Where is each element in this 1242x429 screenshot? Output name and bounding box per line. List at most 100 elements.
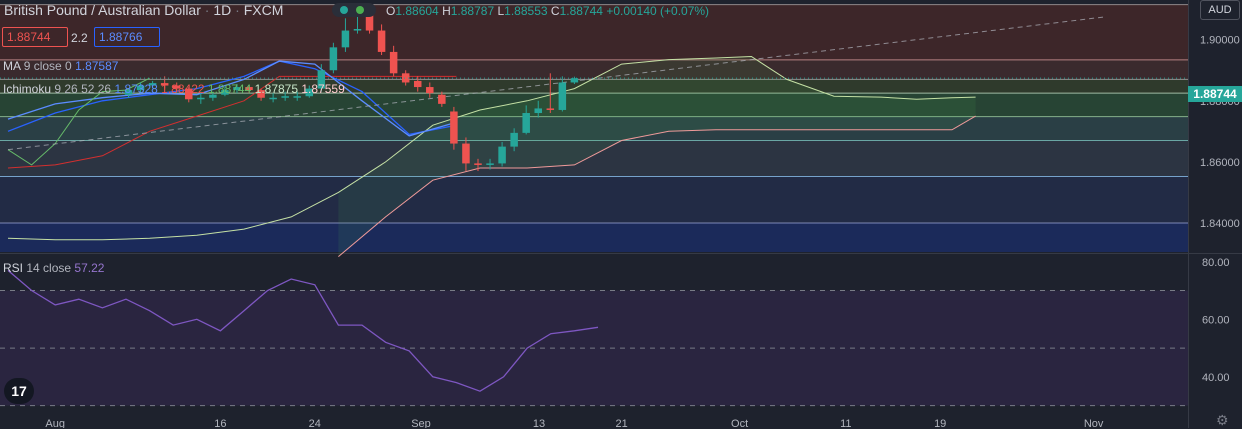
candle-body	[341, 30, 350, 48]
spread-value: 2.2	[71, 31, 88, 45]
candle-body	[353, 29, 362, 31]
candle-body	[172, 85, 181, 89]
candle-body	[197, 97, 205, 100]
rsi-line	[7, 269, 599, 392]
candle-body	[377, 30, 386, 52]
currency-selector[interactable]: AUD	[1200, 0, 1240, 20]
last-price-label: 1.88744	[1188, 86, 1242, 102]
interval-label[interactable]: 1D	[213, 2, 232, 18]
candle-body	[534, 108, 542, 114]
price-zone-band	[0, 116, 1188, 141]
ichimoku-lagging-value: 1.88744	[207, 82, 252, 96]
price-zone-band	[0, 222, 1188, 252]
candle-body	[281, 96, 289, 98]
sell-button[interactable]: 1.88744	[2, 27, 68, 47]
candle-body	[365, 6, 374, 31]
candle-body	[510, 132, 518, 147]
chart-header: British Pound / Australian Dollar · 1D ·…	[4, 2, 284, 18]
ichimoku-cloud	[338, 56, 976, 257]
time-tick-label: 24	[309, 418, 321, 428]
candle-body	[221, 90, 229, 95]
rsi-value: 57.22	[74, 261, 105, 275]
ichimoku-lead2-value: 1.87559	[301, 82, 345, 96]
candle-body	[233, 87, 241, 91]
price-zone-band	[0, 59, 1188, 80]
time-tick-label: 13	[533, 418, 545, 428]
exchange-label: FXCM	[243, 2, 284, 18]
ichimoku-lead2-line	[338, 115, 976, 257]
ichimoku-lagging-line	[7, 77, 150, 166]
symbol-title[interactable]: British Pound / Australian Dollar	[4, 2, 201, 18]
ichimoku-base-value: 1.88422	[161, 82, 205, 96]
time-tick-label: Sep	[411, 418, 431, 428]
candle-body	[558, 82, 567, 110]
candle-body	[486, 163, 494, 165]
candle-body	[462, 143, 470, 164]
market-open-dot-icon	[340, 6, 348, 14]
price-zone-band	[0, 176, 1188, 223]
low-value: 1.88553	[504, 4, 548, 18]
ohlc-readout: O1.88604 H1.88787 L1.88553 C1.88744 +0.0…	[386, 4, 710, 18]
candle-body	[209, 94, 217, 98]
time-tick-label: 11	[840, 418, 851, 428]
candle-body	[148, 83, 157, 86]
tradingview-logo-icon[interactable]: 17	[4, 378, 34, 404]
time-tick-label: Nov	[1084, 418, 1104, 428]
candle-body	[329, 47, 338, 71]
price-zone-band	[0, 140, 1188, 177]
candle-body	[570, 78, 579, 83]
time-tick-label: Oct	[731, 418, 748, 428]
change-value: +0.00140 (+0.07%)	[606, 4, 710, 18]
time-tick-label: 19	[934, 418, 946, 428]
price-zone-band	[0, 4, 1188, 60]
ichimoku-conversion-value: 1.87328	[114, 82, 158, 96]
high-value: 1.88787	[450, 4, 495, 18]
rsi-tick-label: 40.00	[1202, 372, 1230, 384]
candle-body	[136, 85, 145, 91]
rsi-legend[interactable]: RSI 14 close 57.22	[3, 261, 105, 275]
candle-body	[305, 88, 314, 97]
rsi-tick-label: 80.00	[1202, 257, 1230, 269]
settings-gear-icon[interactable]: ⚙	[1216, 412, 1229, 428]
status-dot-icon	[356, 6, 364, 14]
candle-body	[317, 70, 326, 89]
candle-body	[293, 96, 301, 98]
ichimoku-lead1-value: 1.87875	[254, 82, 299, 96]
close-value: 1.88744	[559, 4, 603, 18]
candle-body	[389, 51, 398, 74]
price-tick-label: 1.90000	[1200, 35, 1240, 47]
time-tick-label: 16	[214, 418, 226, 428]
ichimoku-base-line	[7, 75, 457, 169]
candle-body	[546, 108, 555, 110]
ichimoku-legend[interactable]: Ichimoku 9 26 52 26 1.87328 1.88422 1.88…	[3, 82, 345, 96]
candle-body	[160, 83, 169, 86]
candle-body	[426, 87, 434, 94]
trend-line	[7, 16, 1106, 151]
candle-body	[498, 146, 506, 164]
ichimoku-lead1-line	[7, 55, 976, 241]
candle-body	[401, 73, 410, 83]
candle-body	[438, 94, 446, 104]
candle-body	[257, 90, 265, 98]
candle-body	[413, 80, 422, 88]
candle-body	[245, 87, 253, 91]
ma-value: 1.87587	[75, 59, 119, 73]
candle-body	[450, 111, 458, 144]
candle-body	[522, 113, 530, 133]
price-zone-band	[0, 79, 1188, 94]
rsi-tick-label: 60.00	[1202, 314, 1230, 326]
time-tick-label: 21	[615, 418, 627, 428]
ichimoku-conversion-line	[7, 60, 457, 136]
market-status-badge[interactable]	[332, 3, 376, 17]
open-value: 1.88604	[395, 4, 439, 18]
time-tick-label: Aug	[45, 418, 65, 428]
candle-body	[185, 88, 193, 100]
ma-legend[interactable]: MA 9 close 0 1.87587	[3, 59, 119, 73]
candle-body	[124, 90, 133, 95]
ma-line	[7, 60, 457, 137]
price-tick-label: 1.84000	[1200, 218, 1240, 230]
candle-body	[474, 163, 482, 165]
buy-button[interactable]: 1.88766	[94, 27, 160, 47]
price-tick-label: 1.86000	[1200, 157, 1240, 169]
